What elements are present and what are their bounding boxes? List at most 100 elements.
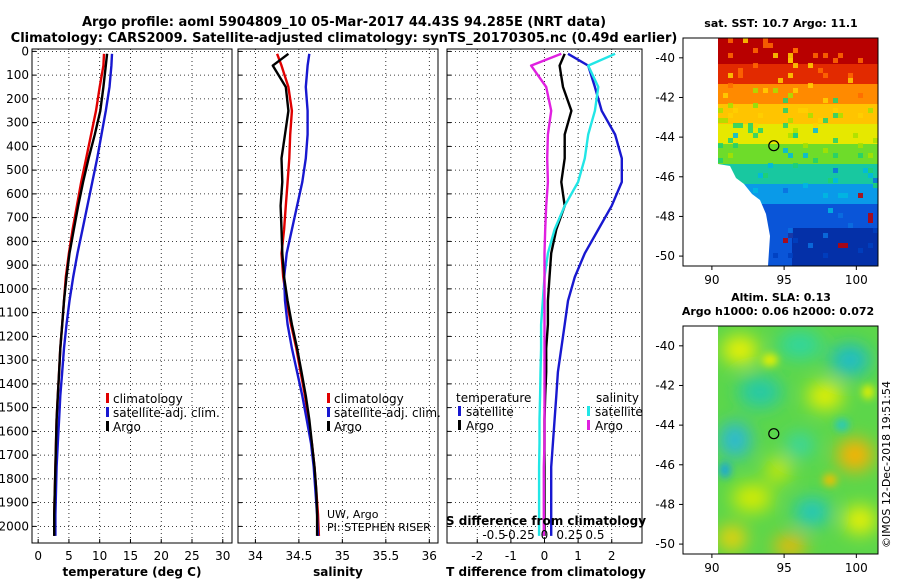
sst-pixel [793, 238, 798, 243]
sst-pixel [793, 63, 798, 68]
series-line-satellite-adj-clim [282, 53, 320, 536]
temperature-lines [53, 53, 114, 536]
sst-pixel [763, 38, 768, 43]
sst-pixel [818, 118, 823, 123]
sst-pixel [808, 113, 813, 118]
lat-tick-label: -48 [655, 497, 675, 511]
sst-pixel [838, 213, 843, 218]
sst-pixel [718, 143, 723, 148]
depth-tick-label: 200 [6, 92, 29, 106]
sst-pixel [758, 113, 763, 118]
x-tick-label: 35 [335, 549, 350, 563]
sst-pixel [733, 143, 738, 148]
sst-pixel [823, 98, 828, 103]
sst-pixel [783, 123, 788, 128]
salinity-legend: climatology satellite-adj. clim. Argo [327, 392, 441, 434]
sst-pixel [818, 68, 823, 73]
sst-pixel [783, 148, 788, 153]
sst-pixel [858, 153, 863, 158]
depth-tick-label: 0 [21, 44, 29, 58]
sst-pixel [858, 193, 863, 198]
sst-pixel [783, 238, 788, 243]
sst-pixel [803, 153, 808, 158]
lon-tick-label: 95 [776, 561, 791, 575]
t-difference-tick-labels: -2 -1 0 1 2 [471, 549, 615, 563]
sst-pixel [728, 73, 733, 78]
sst-pixel [728, 103, 733, 108]
sst-pixel [738, 68, 743, 73]
sst-pixel [763, 173, 768, 178]
sst-pixel [813, 123, 818, 128]
depth-tick-labels: 0 100 200 300 400 500 600 700 800 900 1000 1100 1200… [0, 44, 29, 533]
legend-swatch-temp-satellite [458, 406, 461, 416]
sst-pixel [738, 123, 743, 128]
sst-field [718, 38, 878, 266]
s-diff-tick-label: -0.5 [482, 528, 505, 542]
sst-pixel [788, 93, 793, 98]
imos-credit: ©IMOS 12-Dec-2018 19:51:54 [880, 381, 893, 548]
depth-tick-label: 1200 [0, 329, 29, 343]
x-tick-label: -1 [505, 549, 517, 563]
sst-pixel [753, 133, 758, 138]
sst-pixel [763, 88, 768, 93]
sst-map-title: sat. SST: 10.7 Argo: 11.1 [704, 17, 857, 30]
sst-pixel [728, 138, 733, 143]
sst-pixel [873, 228, 878, 233]
sst-pixel [763, 43, 768, 48]
lat-tick-label: -44 [655, 130, 675, 144]
s-diff-tick-label: 0.5 [585, 528, 604, 542]
legend-swatch-sal-satellite [587, 406, 590, 416]
sst-pixel [723, 118, 728, 123]
sst-pixel [833, 58, 838, 63]
sla-field [718, 326, 878, 554]
sst-pixel [788, 233, 793, 238]
depth-tick-label: 1000 [0, 282, 29, 296]
legend-swatch-temp-argo [458, 420, 461, 430]
x-tick-label: 20 [154, 549, 169, 563]
depth-tick-label: 1900 [0, 496, 29, 510]
salinity-axes-frame [237, 48, 439, 544]
x-tick-label: 15 [123, 549, 138, 563]
depth-tick-label: 1400 [0, 377, 29, 391]
sst-pixel [738, 73, 743, 78]
x-tick-label: 34 [248, 549, 263, 563]
sst-pixel [833, 138, 838, 143]
lat-tick-label: -44 [655, 418, 675, 432]
x-tick-label: 5 [65, 549, 73, 563]
sst-pixel [748, 123, 753, 128]
sst-pixel [848, 223, 853, 228]
sst-pixel [823, 233, 828, 238]
depth-tick-label: 700 [6, 211, 29, 225]
salinity-panel: 34 34.5 35 35.5 36 salinity climatology sate… [237, 48, 441, 579]
sst-pixel [833, 108, 838, 113]
sst-pixel [868, 108, 873, 113]
sst-pixel [793, 88, 798, 93]
series-line-satellite-adj-clim [54, 53, 114, 536]
legend-label-argo: Argo [334, 420, 362, 434]
sst-pixel [873, 183, 878, 188]
sst-pixel [793, 163, 798, 168]
sst-pixel [833, 178, 838, 183]
t-difference-axis-label: T difference from climatology [446, 565, 646, 579]
sst-pixel [803, 108, 808, 113]
series-line-argo [53, 53, 109, 536]
temperature-panel: 0100200300400500600700800900100011001200… [0, 44, 233, 579]
difference-lines [529, 52, 623, 536]
x-tick-label: 35.5 [372, 549, 399, 563]
legend-label-climatology: climatology [334, 392, 404, 406]
lat-tick-label: -40 [655, 339, 675, 353]
sst-pixel [783, 108, 788, 113]
lat-tick-label: -46 [655, 458, 675, 472]
depth-tick-label: 1700 [0, 448, 29, 462]
sst-pixel [723, 93, 728, 98]
sst-pixel [743, 38, 748, 43]
depth-tick-label: 400 [6, 139, 29, 153]
lon-tick-label: 95 [776, 273, 791, 287]
depth-tick-label: 600 [6, 187, 29, 201]
sst-pixel [768, 43, 773, 48]
x-tick-label: 0 [34, 549, 42, 563]
sst-pixel [858, 113, 863, 118]
sst-pixel [873, 178, 878, 183]
lon-tick-label: 100 [845, 273, 868, 287]
sst-pixel [758, 128, 763, 133]
